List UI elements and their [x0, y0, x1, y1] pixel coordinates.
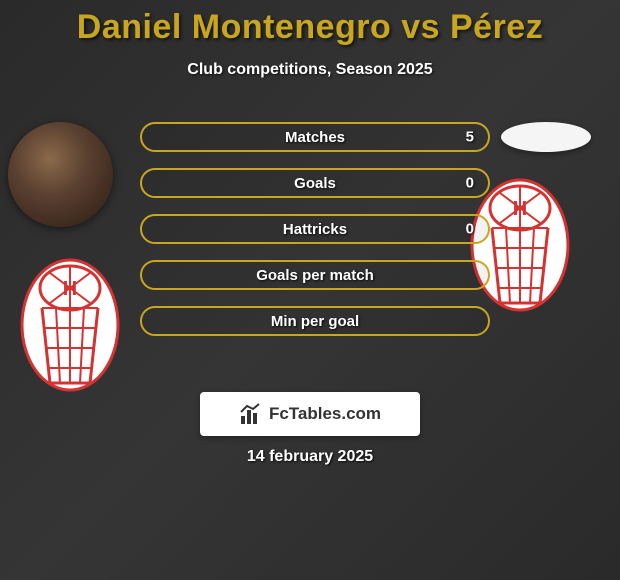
stats-container: Matches 5 Goals 0 Hattricks 0 Goals per …: [140, 122, 490, 352]
stat-right-value: 0: [466, 175, 474, 192]
stat-label: Goals per match: [256, 267, 374, 284]
player-left-avatar: [8, 122, 113, 227]
chart-icon: [239, 402, 263, 426]
stat-row-matches: Matches 5: [140, 122, 490, 152]
stat-row-hattricks: Hattricks 0: [140, 214, 490, 244]
stat-label: Min per goal: [271, 313, 359, 330]
stat-right-value: 0: [466, 221, 474, 238]
fctables-logo: FcTables.com: [200, 392, 420, 436]
stat-label: Hattricks: [283, 221, 347, 238]
subtitle: Club competitions, Season 2025: [0, 61, 620, 79]
page-title: Daniel Montenegro vs Pérez: [0, 0, 620, 47]
svg-text:H: H: [63, 278, 77, 300]
stat-row-goals-per-match: Goals per match: [140, 260, 490, 290]
stat-row-goals: Goals 0: [140, 168, 490, 198]
stat-label: Matches: [285, 129, 345, 146]
player-right-avatar: [501, 122, 591, 152]
svg-text:H: H: [513, 198, 527, 220]
logo-text: FcTables.com: [269, 404, 381, 424]
club-badge-left: H: [20, 258, 120, 393]
date-text: 14 february 2025: [0, 448, 620, 466]
stat-right-value: 5: [466, 129, 474, 146]
stat-row-min-per-goal: Min per goal: [140, 306, 490, 336]
stat-label: Goals: [294, 175, 336, 192]
